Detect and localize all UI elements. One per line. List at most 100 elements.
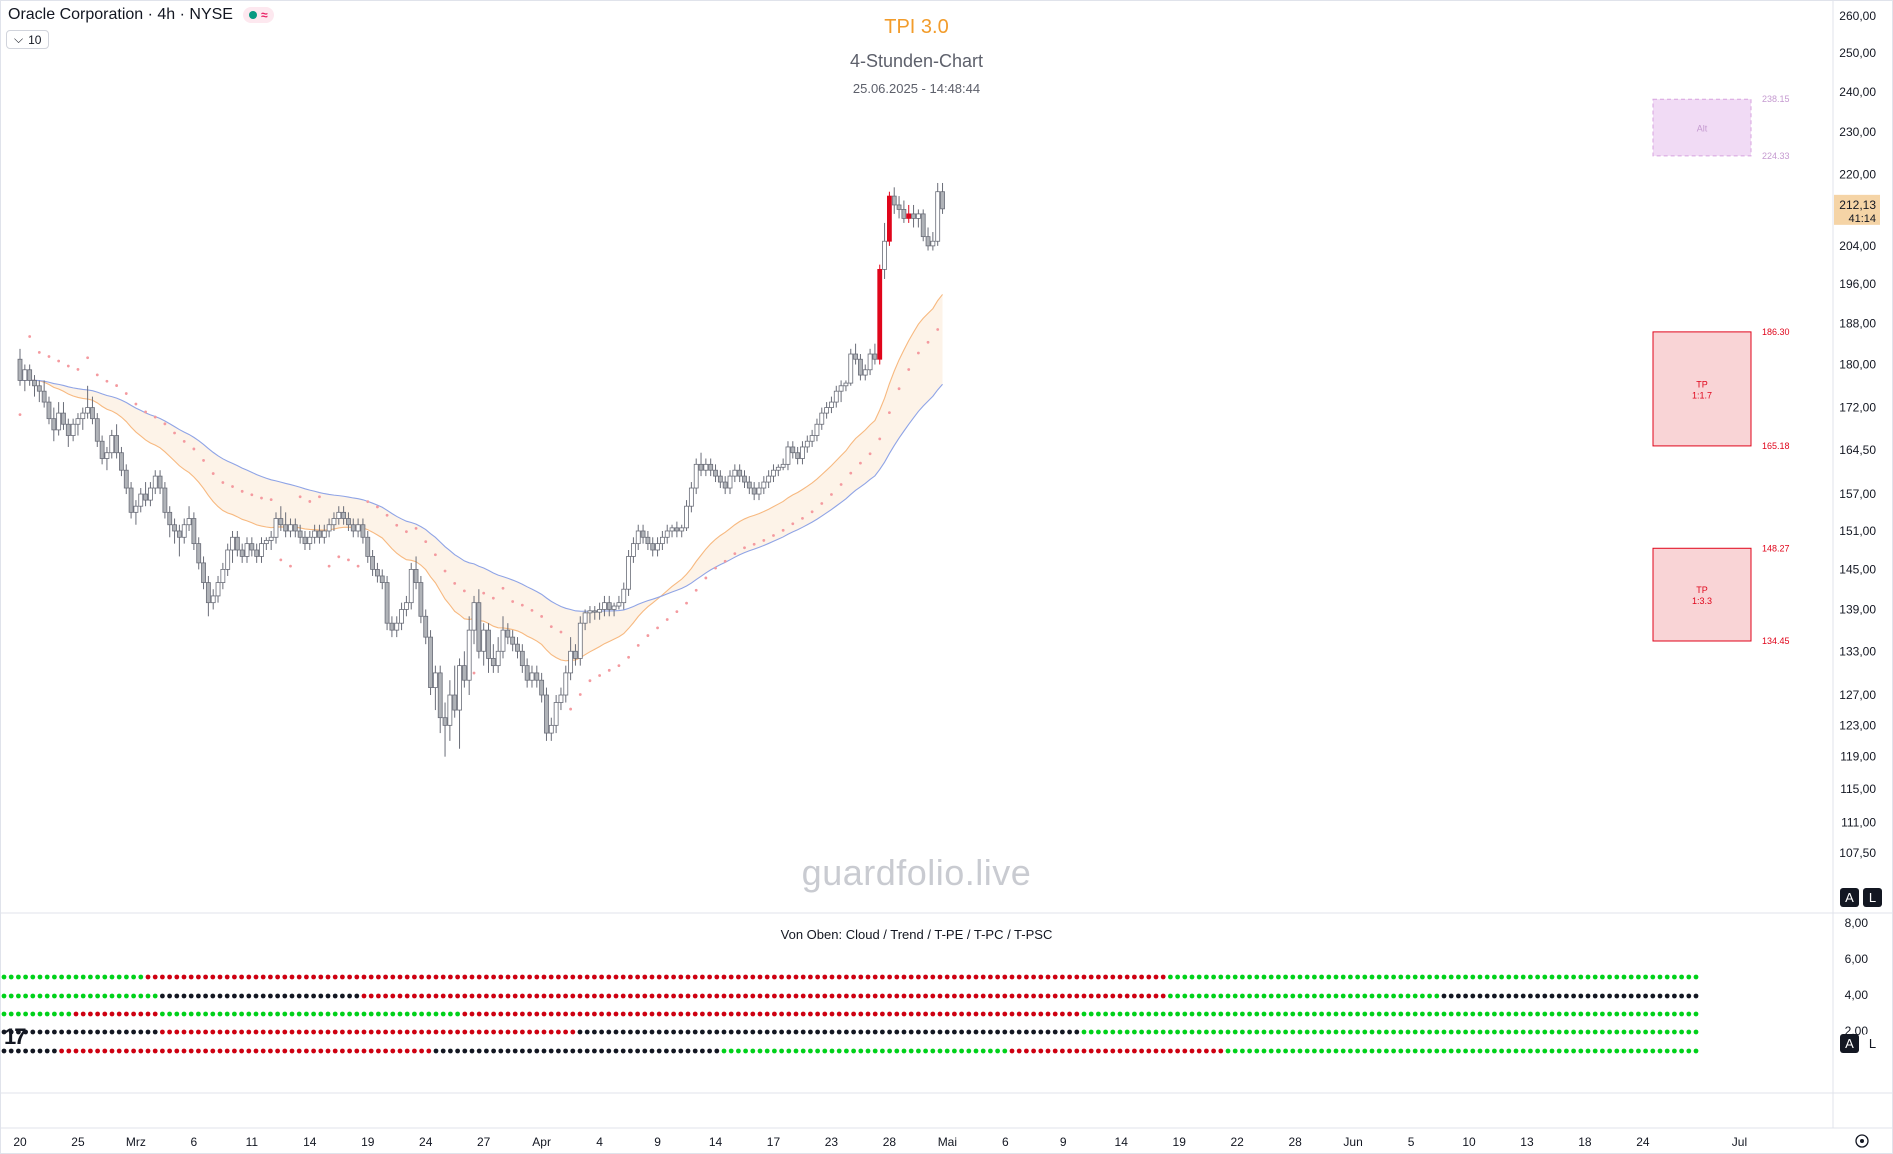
oscillator-dot xyxy=(966,974,972,980)
oscillator-dot xyxy=(1103,974,1108,980)
oscillator-dot xyxy=(1160,1048,1166,1054)
oscillator-dot xyxy=(109,1011,115,1017)
oscillator-dot xyxy=(851,974,856,980)
candle-body xyxy=(346,518,351,526)
candle-body xyxy=(239,549,245,557)
oscillator-dot xyxy=(174,1029,180,1035)
candle-body xyxy=(80,412,86,420)
oscillator-dot xyxy=(1657,974,1663,980)
log-scale-button[interactable]: L xyxy=(1863,888,1882,907)
oscillator-dot xyxy=(268,974,273,980)
oscillator-dot xyxy=(224,1048,230,1054)
oscillator-dot xyxy=(1528,993,1533,999)
oscillator-dot xyxy=(224,974,230,980)
oscillator-dot xyxy=(318,1048,324,1054)
oscillator-dot xyxy=(1139,1048,1144,1054)
oscillator-dot xyxy=(966,1011,972,1017)
oscillator-dot xyxy=(1002,993,1008,999)
oscillator-dot xyxy=(1297,993,1303,999)
oscillator-dot xyxy=(484,974,489,980)
oscillator-dot xyxy=(1074,1048,1080,1054)
oscillator-dot xyxy=(908,993,914,999)
oscillator-dot xyxy=(1326,1029,1332,1035)
oscillator-dot xyxy=(1520,993,1526,999)
oscillator-dot xyxy=(88,1011,93,1017)
oscillator-dot xyxy=(1146,974,1152,980)
trail-stop-dot xyxy=(385,513,389,517)
oscillator-dot xyxy=(793,993,799,999)
oscillator-dot xyxy=(268,1048,273,1054)
oscillator-dot xyxy=(901,1048,907,1054)
oscillator-dot xyxy=(253,1011,259,1017)
oscillator-dot xyxy=(1448,1048,1454,1054)
oscillator-dot xyxy=(1297,1048,1303,1054)
candle-body xyxy=(616,602,622,607)
oscillator-dot xyxy=(520,1011,525,1017)
trail-stop-dot xyxy=(665,618,669,621)
oscillator-dot xyxy=(1348,1029,1353,1035)
oscillator-dot xyxy=(1470,1048,1476,1054)
oscillator-dot xyxy=(959,993,964,999)
trail-stop-dot xyxy=(926,340,930,344)
symbol-title[interactable]: Oracle Corporation · 4h · NYSE xyxy=(8,6,233,23)
oscillator-dot xyxy=(988,1029,993,1035)
osc-auto-scale-button[interactable]: A xyxy=(1840,1034,1859,1053)
trail-stop-dot xyxy=(936,328,940,331)
trail-stop-dot xyxy=(202,459,205,462)
oscillator-dot xyxy=(37,1048,43,1054)
oscillator-dot xyxy=(138,1029,144,1035)
oscillator-dot xyxy=(282,974,288,980)
oscillator-dot xyxy=(1160,1029,1166,1035)
oscillator-dot xyxy=(808,1029,813,1035)
oscillator-dot xyxy=(181,1048,187,1054)
oscillator-dot xyxy=(1081,1029,1087,1035)
oscillator-dot xyxy=(145,1011,151,1017)
auto-scale-button[interactable]: A xyxy=(1840,888,1859,907)
oscillator-dot xyxy=(1564,974,1569,980)
oscillator-dot xyxy=(1592,993,1598,999)
oscillator-dot xyxy=(844,1048,849,1054)
oscillator-dot xyxy=(894,1048,900,1054)
oscillator-dot xyxy=(23,993,28,999)
oscillator-dot xyxy=(923,1048,928,1054)
oscillator-dot xyxy=(916,993,921,999)
oscillator-dot xyxy=(1628,974,1634,980)
indicators-collapse-button[interactable]: ⌵ 10 xyxy=(6,30,50,49)
candle-body xyxy=(167,511,173,526)
oscillator-dot xyxy=(37,993,43,999)
x-tick-label: 17 xyxy=(767,1135,781,1149)
osc-log-scale-button[interactable]: L xyxy=(1863,1034,1882,1053)
oscillator-dot xyxy=(685,1011,691,1017)
trail-stop-dot xyxy=(810,510,814,514)
oscillator-dot xyxy=(59,974,64,980)
oscillator-dot xyxy=(649,1011,655,1017)
oscillator-dot xyxy=(102,1048,108,1054)
oscillator-dot xyxy=(1009,1048,1015,1054)
oscillator-dot xyxy=(383,993,388,999)
candle-body xyxy=(935,191,941,242)
oscillator-dot xyxy=(671,1048,676,1054)
candle-body xyxy=(399,609,404,624)
oscillator-dot xyxy=(505,974,511,980)
oscillator-dot xyxy=(1398,1029,1404,1035)
oscillator-dot xyxy=(894,1029,900,1035)
oscillator-dot xyxy=(145,1029,151,1035)
oscillator-dot xyxy=(628,993,633,999)
oscillator-dot xyxy=(239,1048,245,1054)
oscillator-dot xyxy=(1304,1029,1310,1035)
market-status-badge[interactable]: ≈ xyxy=(242,7,274,23)
oscillator-dot xyxy=(1362,1048,1368,1054)
oscillator-dot xyxy=(1348,1011,1353,1017)
oscillator-dot xyxy=(1492,1029,1497,1035)
oscillator-dot xyxy=(311,1029,316,1035)
oscillator-dot xyxy=(404,993,410,999)
trail-stop-dot xyxy=(685,601,688,605)
oscillator-dot xyxy=(354,974,360,980)
candle-body xyxy=(693,463,699,489)
oscillator-dot xyxy=(1355,1011,1360,1017)
oscillator-dot xyxy=(1247,993,1252,999)
oscillator-dot xyxy=(664,1048,669,1054)
oscillator-dot xyxy=(1333,974,1339,980)
oscillator-dot xyxy=(620,1048,626,1054)
